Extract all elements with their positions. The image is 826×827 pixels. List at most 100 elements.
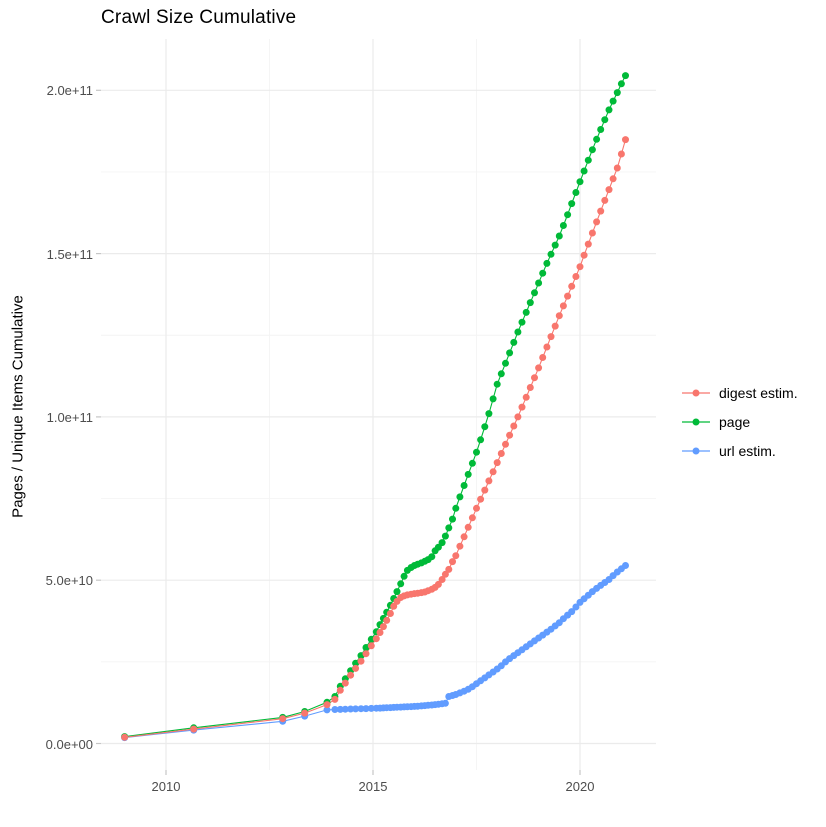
data-point — [568, 200, 576, 208]
data-point — [580, 167, 588, 175]
series-line-digest-estim — [124, 139, 627, 738]
data-point — [518, 403, 526, 411]
data-point — [390, 602, 398, 610]
gridlines-minor — [101, 39, 656, 770]
data-point — [489, 395, 497, 403]
data-point — [323, 701, 331, 709]
data-point — [572, 189, 580, 196]
data-point — [456, 493, 464, 501]
data-point — [438, 539, 446, 547]
data-point — [588, 146, 596, 154]
y-tick-label-0: 0.0e+00 — [45, 736, 93, 752]
data-point — [376, 629, 384, 636]
data-point — [601, 196, 609, 204]
data-point — [555, 312, 563, 320]
data-point — [531, 289, 538, 297]
x-tick-label-1: 2015 — [358, 779, 388, 794]
series-points-digest-estim — [121, 136, 629, 741]
data-point — [497, 370, 505, 378]
gridlines-major — [101, 39, 656, 770]
data-point — [464, 470, 472, 478]
axis-tick-marks — [96, 89, 581, 775]
data-point — [506, 431, 514, 439]
data-point — [279, 715, 287, 723]
data-point — [559, 302, 567, 310]
data-point — [593, 135, 601, 143]
y-tick-label-2: 1.0e+11 — [46, 409, 93, 425]
data-point — [477, 436, 485, 444]
data-point — [580, 251, 588, 259]
data-point — [323, 706, 331, 714]
legend: digest estim. page url estim. — [681, 378, 798, 465]
data-point — [121, 733, 129, 741]
data-point — [441, 532, 449, 540]
data-point — [481, 486, 489, 494]
data-point — [449, 515, 456, 523]
data-point — [564, 292, 572, 300]
data-point — [597, 207, 605, 215]
data-point — [551, 322, 559, 330]
data-point — [522, 393, 530, 401]
data-point — [331, 706, 339, 713]
data-point — [572, 273, 580, 280]
data-point — [460, 482, 468, 489]
data-point — [347, 705, 355, 713]
data-point — [526, 384, 534, 391]
data-point — [617, 80, 625, 88]
data-point — [522, 308, 530, 316]
data-point — [386, 610, 394, 617]
data-point — [493, 380, 501, 388]
data-point — [506, 349, 514, 357]
data-point — [605, 106, 613, 114]
data-point — [452, 504, 460, 512]
data-point — [347, 671, 355, 679]
data-point — [535, 279, 543, 287]
data-point — [568, 282, 576, 290]
data-point — [473, 448, 480, 456]
data-point — [510, 422, 518, 430]
legend-item-page: page — [681, 407, 798, 436]
data-point — [301, 709, 309, 717]
data-point — [397, 580, 405, 588]
data-point — [341, 705, 349, 713]
data-point — [489, 468, 497, 476]
data-point — [547, 333, 555, 341]
data-point — [555, 232, 563, 240]
data-point — [362, 650, 370, 658]
data-point — [539, 269, 547, 277]
data-point — [576, 178, 584, 186]
series-line-url-estim — [124, 565, 626, 739]
data-point — [331, 695, 339, 703]
legend-label: digest estim. — [719, 384, 798, 401]
data-point — [383, 616, 391, 624]
data-point — [622, 562, 629, 569]
data-point — [481, 423, 489, 431]
data-point — [400, 572, 408, 580]
data-point — [336, 686, 344, 694]
data-point — [357, 705, 365, 713]
data-point — [572, 603, 580, 611]
legend-label: page — [719, 413, 751, 430]
data-point — [588, 229, 596, 237]
data-point — [514, 328, 522, 336]
data-point — [473, 504, 480, 512]
data-point — [438, 576, 446, 583]
data-point — [613, 89, 621, 97]
legend-key-icon — [682, 389, 710, 396]
data-point — [543, 343, 551, 351]
data-point — [568, 608, 576, 616]
data-point — [367, 642, 375, 650]
data-point — [502, 440, 509, 448]
data-point — [352, 659, 360, 667]
data-point — [485, 410, 493, 418]
data-point — [362, 644, 370, 651]
data-point — [613, 164, 621, 172]
data-point — [535, 364, 543, 372]
data-point — [617, 150, 625, 158]
data-point — [460, 533, 468, 541]
series-points-url-estim — [121, 562, 629, 742]
data-point — [576, 263, 584, 271]
data-point — [341, 679, 349, 687]
data-point — [518, 318, 526, 326]
